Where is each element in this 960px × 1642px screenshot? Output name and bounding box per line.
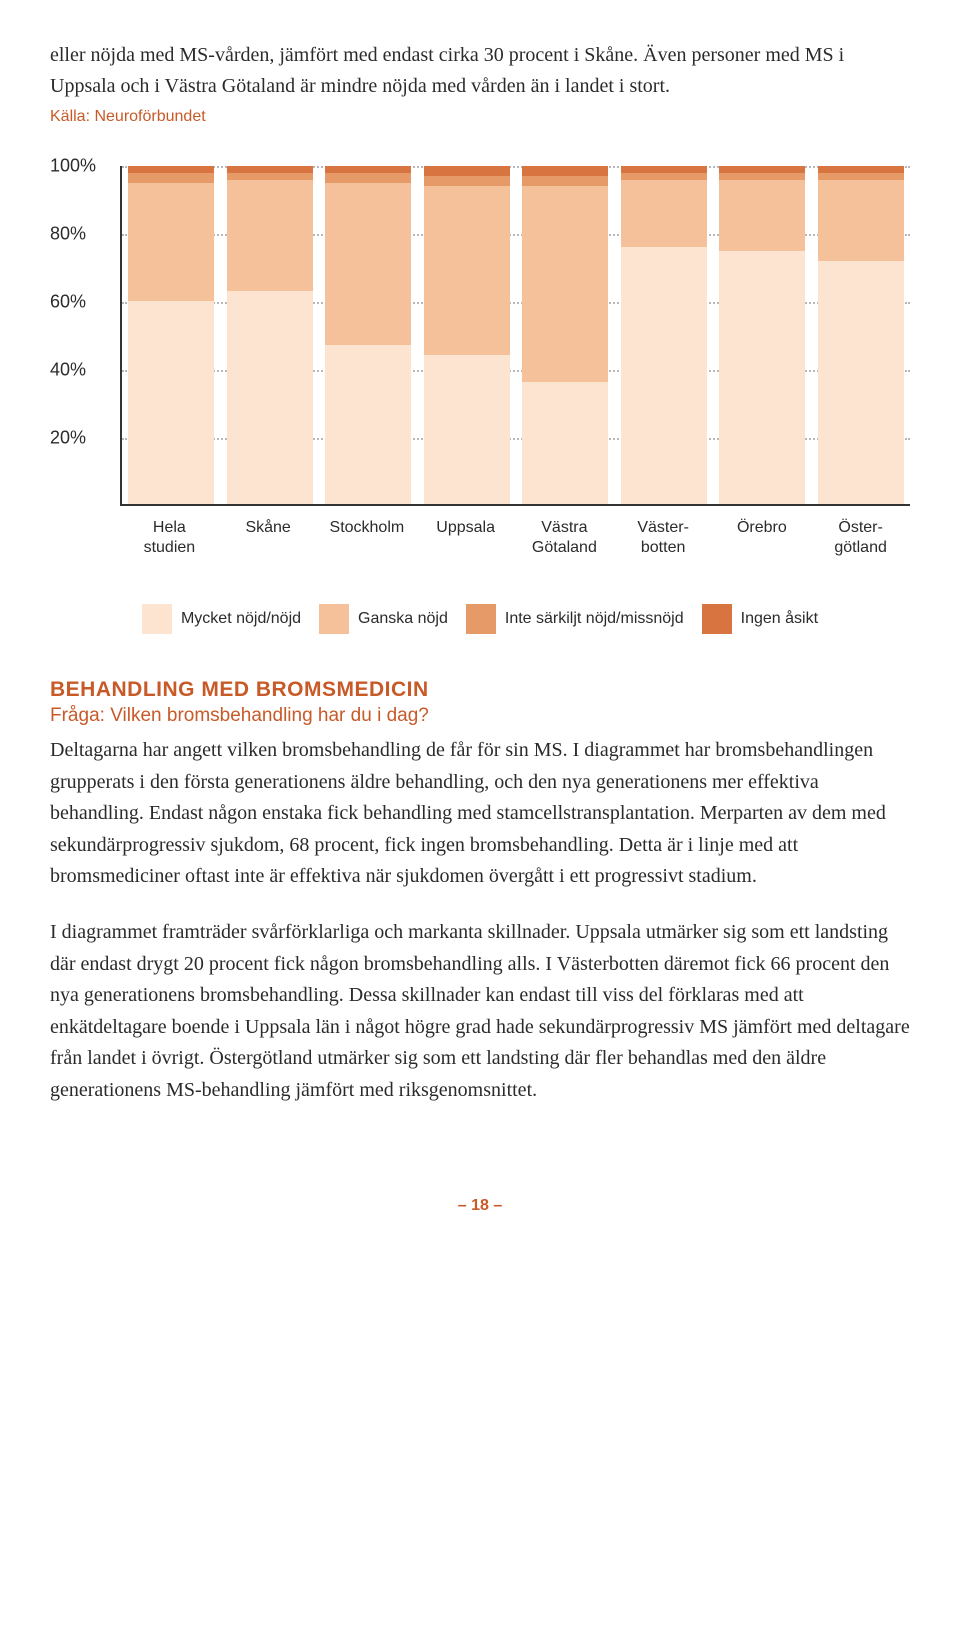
question-line: Fråga: Vilken bromsbehandling har du i d… [50, 705, 910, 727]
y-tick-label: 60% [50, 292, 86, 313]
bar-segment [227, 180, 313, 292]
legend-swatch [466, 604, 496, 634]
x-tick-label: Väster-botten [620, 518, 706, 558]
bar-segment [621, 166, 707, 173]
intro-text: eller nöjda med MS-vården, jämfört med e… [50, 40, 910, 102]
y-axis: 100%80%60%40%20% [50, 166, 120, 506]
x-tick-label: Örebro [719, 518, 805, 558]
bar-segment [818, 173, 904, 180]
source-line: Källa: Neuroförbundet [50, 108, 910, 126]
chart-legend: Mycket nöjd/nöjd Ganska nöjd Inte särkiljt… [50, 604, 910, 634]
legend-swatch [702, 604, 732, 634]
y-tick-label: 20% [50, 428, 86, 449]
body-paragraph-1: Deltagarna har angett vilken bromsbehand… [50, 735, 910, 893]
legend-swatch [319, 604, 349, 634]
bars-group [122, 166, 910, 504]
bar-segment [424, 166, 510, 176]
x-tick-label: Helastudien [126, 518, 212, 558]
stacked-bar-chart: 100%80%60%40%20% HelastudienSkåneStockho… [50, 166, 910, 586]
bar-segment [325, 173, 411, 183]
x-tick-label: VästraGötaland [521, 518, 607, 558]
legend-label: Mycket nöjd/nöjd [181, 610, 301, 628]
bar-segment [719, 166, 805, 173]
bar-segment [128, 301, 214, 504]
bar-segment [719, 173, 805, 180]
bar-segment [227, 291, 313, 504]
legend-item: Ganska nöjd [319, 604, 448, 634]
bar-segment [522, 382, 608, 504]
bar-segment [325, 183, 411, 345]
bar-segment [325, 166, 411, 173]
y-tick-label: 80% [50, 224, 86, 245]
bar-segment [818, 261, 904, 504]
legend-item: Ingen åsikt [702, 604, 818, 634]
y-tick-label: 100% [50, 156, 96, 177]
legend-item: Mycket nöjd/nöjd [142, 604, 301, 634]
legend-label: Ganska nöjd [358, 610, 448, 628]
legend-label: Ingen åsikt [741, 610, 818, 628]
bar-segment [522, 176, 608, 186]
bar-segment [621, 247, 707, 504]
bar-segment [128, 183, 214, 301]
bar-segment [227, 173, 313, 180]
x-tick-label: Uppsala [423, 518, 509, 558]
legend-item: Inte särkiljt nöjd/missnöjd [466, 604, 684, 634]
bar-column [227, 166, 313, 504]
bar-segment [522, 186, 608, 382]
bar-segment [719, 180, 805, 251]
legend-swatch [142, 604, 172, 634]
y-tick-label: 40% [50, 360, 86, 381]
bar-column [522, 166, 608, 504]
bar-segment [424, 186, 510, 355]
bar-column [621, 166, 707, 504]
x-axis-labels: Helastudien Skåne Stockholm Uppsala VästraGö… [120, 518, 910, 558]
legend-label: Inte särkiljt nöjd/missnöjd [505, 610, 684, 628]
bar-column [719, 166, 805, 504]
bar-segment [424, 176, 510, 186]
bar-column [128, 166, 214, 504]
x-tick-label: Öster-götland [818, 518, 904, 558]
body-paragraph-2: I diagrammet framträder svårförklarliga … [50, 917, 910, 1107]
bar-segment [128, 166, 214, 173]
bar-column [424, 166, 510, 504]
bar-segment [227, 166, 313, 173]
bar-column [325, 166, 411, 504]
bar-segment [424, 355, 510, 504]
bar-column [818, 166, 904, 504]
page-number: – 18 – [50, 1197, 910, 1215]
bar-segment [128, 173, 214, 183]
x-tick-label: Stockholm [324, 518, 410, 558]
bar-segment [325, 345, 411, 504]
bar-segment [621, 173, 707, 180]
plot-area [120, 166, 910, 506]
bar-segment [818, 166, 904, 173]
x-tick-label: Skåne [225, 518, 311, 558]
bar-segment [719, 251, 805, 505]
bar-segment [621, 180, 707, 248]
bar-segment [522, 166, 608, 176]
bar-segment [818, 180, 904, 261]
section-heading: BEHANDLING MED BROMSMEDICIN [50, 678, 910, 702]
